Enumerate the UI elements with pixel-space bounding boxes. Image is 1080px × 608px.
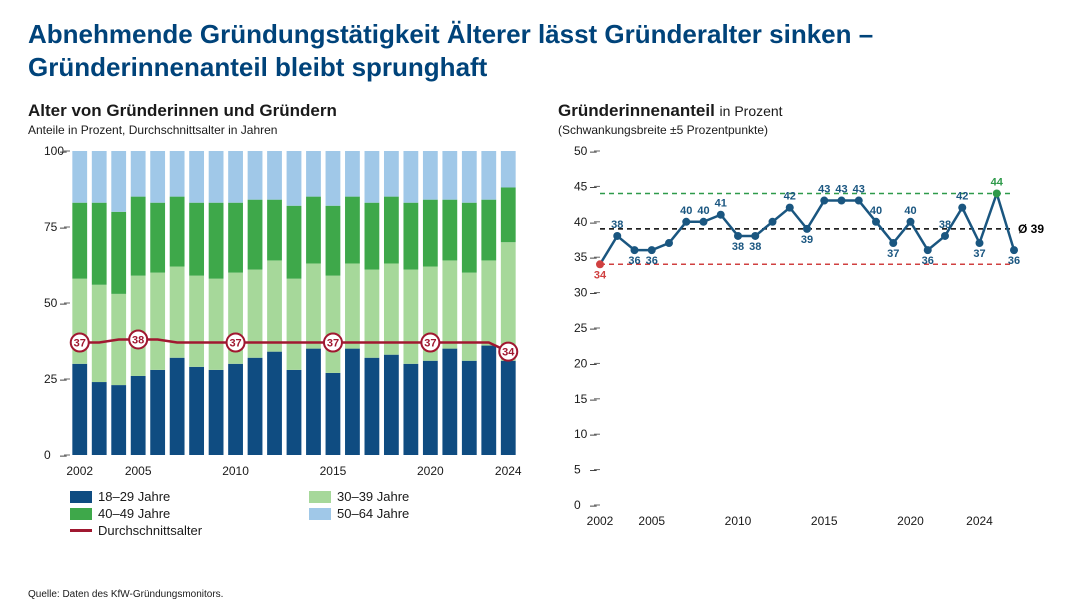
svg-text:37: 37 [973,248,985,260]
svg-text:36: 36 [646,255,658,267]
svg-text:–: – [590,498,597,512]
svg-text:–: – [60,296,67,310]
svg-text:34: 34 [594,269,607,281]
left-title: Alter von Gründerinnen und Gründern [28,101,528,121]
stacked-bar-chart: 0–25–50–75–100–3738373737342002200520102… [28,143,528,483]
svg-text:75: 75 [44,220,58,234]
legend-item: 30–39 Jahre [309,489,528,504]
svg-text:2020: 2020 [897,514,924,528]
svg-text:38: 38 [749,241,761,253]
svg-text:2005: 2005 [638,514,665,528]
right-subtitle: (Schwankungsbreite ±5 Prozentpunkte) [558,123,1058,137]
svg-text:30: 30 [574,286,588,300]
svg-text:36: 36 [1008,255,1020,267]
svg-text:2010: 2010 [725,514,752,528]
svg-text:44: 44 [991,176,1004,188]
svg-text:39: 39 [801,234,813,246]
svg-text:–: – [590,144,597,158]
svg-text:43: 43 [853,184,865,196]
svg-text:–: – [590,427,597,441]
svg-text:–: – [590,463,597,477]
svg-text:15: 15 [574,392,588,406]
svg-text:43: 43 [835,184,847,196]
svg-text:41: 41 [715,198,727,210]
svg-text:2005: 2005 [125,464,152,478]
svg-text:–: – [590,179,597,193]
left-panel: Alter von Gründerinnen und Gründern Ante… [28,101,528,538]
svg-text:45: 45 [574,179,588,193]
svg-text:–: – [590,250,597,264]
svg-text:38: 38 [132,334,144,346]
svg-text:25: 25 [574,321,588,335]
svg-text:50: 50 [574,144,588,158]
svg-text:40: 40 [697,205,709,217]
svg-text:–: – [60,220,67,234]
legend-item: 18–29 Jahre [70,489,289,504]
page-title: Abnehmende Gründungstätigkeit Älterer lä… [28,18,1052,83]
legend-item: 40–49 Jahre [70,506,289,521]
svg-text:40: 40 [574,215,588,229]
line-chart: 0–5–10–15–20–25–30–35–40–45–50–Ø 3934383… [558,143,1058,533]
left-subtitle: Anteile in Prozent, Durchschnittsalter i… [28,123,528,137]
legend-item: Durchschnittsalter [70,523,289,538]
svg-text:37: 37 [229,338,241,350]
svg-text:35: 35 [574,250,588,264]
svg-text:–: – [590,392,597,406]
svg-text:–: – [590,356,597,370]
svg-text:5: 5 [574,463,581,477]
right-panel: Gründerinnenanteil in Prozent (Schwankun… [558,101,1058,538]
svg-text:37: 37 [424,338,436,350]
svg-text:2002: 2002 [66,464,93,478]
svg-text:2024: 2024 [966,514,993,528]
svg-text:38: 38 [611,219,623,231]
svg-text:40: 40 [904,205,916,217]
svg-text:–: – [60,144,67,158]
svg-text:37: 37 [327,338,339,350]
svg-text:Ø 39: Ø 39 [1018,222,1044,236]
svg-text:25: 25 [44,372,58,386]
svg-text:2002: 2002 [587,514,614,528]
svg-text:–: – [590,215,597,229]
svg-text:0: 0 [574,498,581,512]
svg-text:40: 40 [680,205,692,217]
svg-text:–: – [590,286,597,300]
svg-text:–: – [60,448,67,462]
svg-text:2024: 2024 [495,464,522,478]
svg-text:2015: 2015 [811,514,838,528]
svg-text:2010: 2010 [222,464,249,478]
svg-text:37: 37 [74,338,86,350]
source-footnote: Quelle: Daten des KfW-Gründungsmonitors. [28,589,223,600]
svg-text:42: 42 [956,191,968,203]
svg-text:36: 36 [628,255,640,267]
left-legend: 18–29 Jahre 30–39 Jahre 40–49 Jahre 50–64 J… [28,489,528,538]
svg-text:2020: 2020 [417,464,444,478]
svg-text:38: 38 [732,241,744,253]
legend-item: 50–64 Jahre [309,506,528,521]
svg-text:50: 50 [44,296,58,310]
svg-text:0: 0 [44,448,51,462]
svg-text:40: 40 [870,205,882,217]
svg-text:–: – [60,372,67,386]
svg-text:38: 38 [939,219,951,231]
svg-text:34: 34 [502,347,515,359]
svg-text:20: 20 [574,356,588,370]
chart-panels: Alter von Gründerinnen und Gründern Ante… [28,101,1052,538]
svg-text:2015: 2015 [320,464,347,478]
svg-text:–: – [590,321,597,335]
right-title: Gründerinnenanteil in Prozent [558,101,1058,121]
svg-text:37: 37 [887,248,899,260]
svg-text:42: 42 [784,191,796,203]
svg-text:36: 36 [922,255,934,267]
svg-text:43: 43 [818,184,830,196]
svg-text:10: 10 [574,427,588,441]
